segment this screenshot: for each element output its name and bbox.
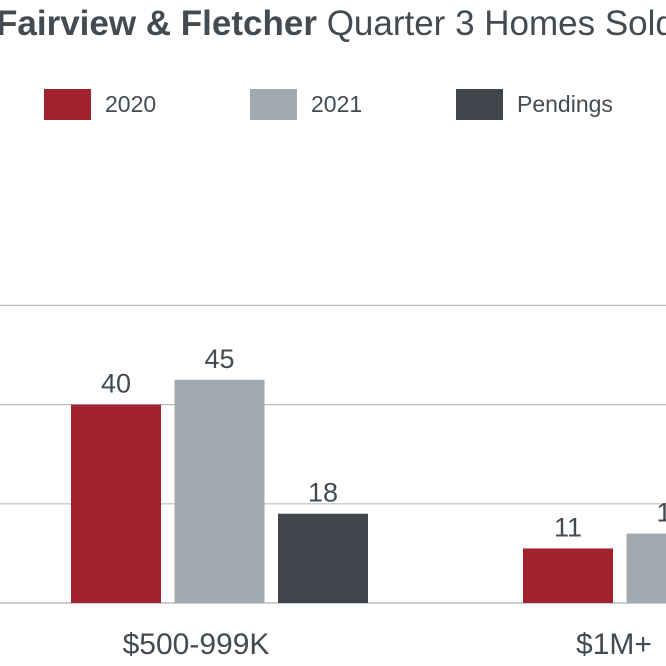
chart-legend: 2020 2021 Pendings [0, 86, 666, 126]
category-label-1m-plus: $1M+ [576, 628, 652, 661]
data-label-1m-plus-2021: 14 [656, 498, 666, 528]
legend-label-2020: 2020 [105, 90, 157, 117]
data-label-500-999k-2021: 45 [204, 344, 234, 374]
chart-title: Fairview & Fletcher Quarter 3 Homes Sold [0, 2, 666, 46]
data-label-500-999k-2020: 40 [101, 369, 131, 399]
bar-1m-plus-2021 [626, 533, 666, 603]
chart-title-rest: Quarter 3 Homes Sold [326, 4, 666, 43]
legend-item-2020: 2020 [44, 86, 156, 122]
category-labels: $500-999K $1M+ [123, 628, 652, 661]
data-labels: 40 45 18 11 14 [101, 344, 666, 543]
category-label-500-999k: $500-999K [123, 628, 270, 661]
legend-swatch-2021 [250, 88, 297, 120]
bar-group [71, 379, 666, 603]
legend-swatch-2020 [44, 88, 91, 120]
legend-item-2021: 2021 [250, 86, 362, 122]
legend-label-pendings: Pendings [517, 90, 613, 117]
bar-500-999k-pendings [278, 513, 368, 603]
bar-500-999k-2020 [71, 404, 161, 603]
chart-title-bold: Fairview & Fletcher [0, 4, 317, 43]
data-label-1m-plus-2020: 11 [554, 512, 582, 542]
bar-1m-plus-2020 [523, 548, 613, 603]
legend-item-pendings: Pendings [456, 86, 613, 122]
data-label-500-999k-pendings: 18 [308, 478, 338, 508]
bar-500-999k-2021 [174, 379, 265, 603]
legend-label-2021: 2021 [311, 90, 363, 117]
legend-swatch-pendings [456, 88, 503, 120]
